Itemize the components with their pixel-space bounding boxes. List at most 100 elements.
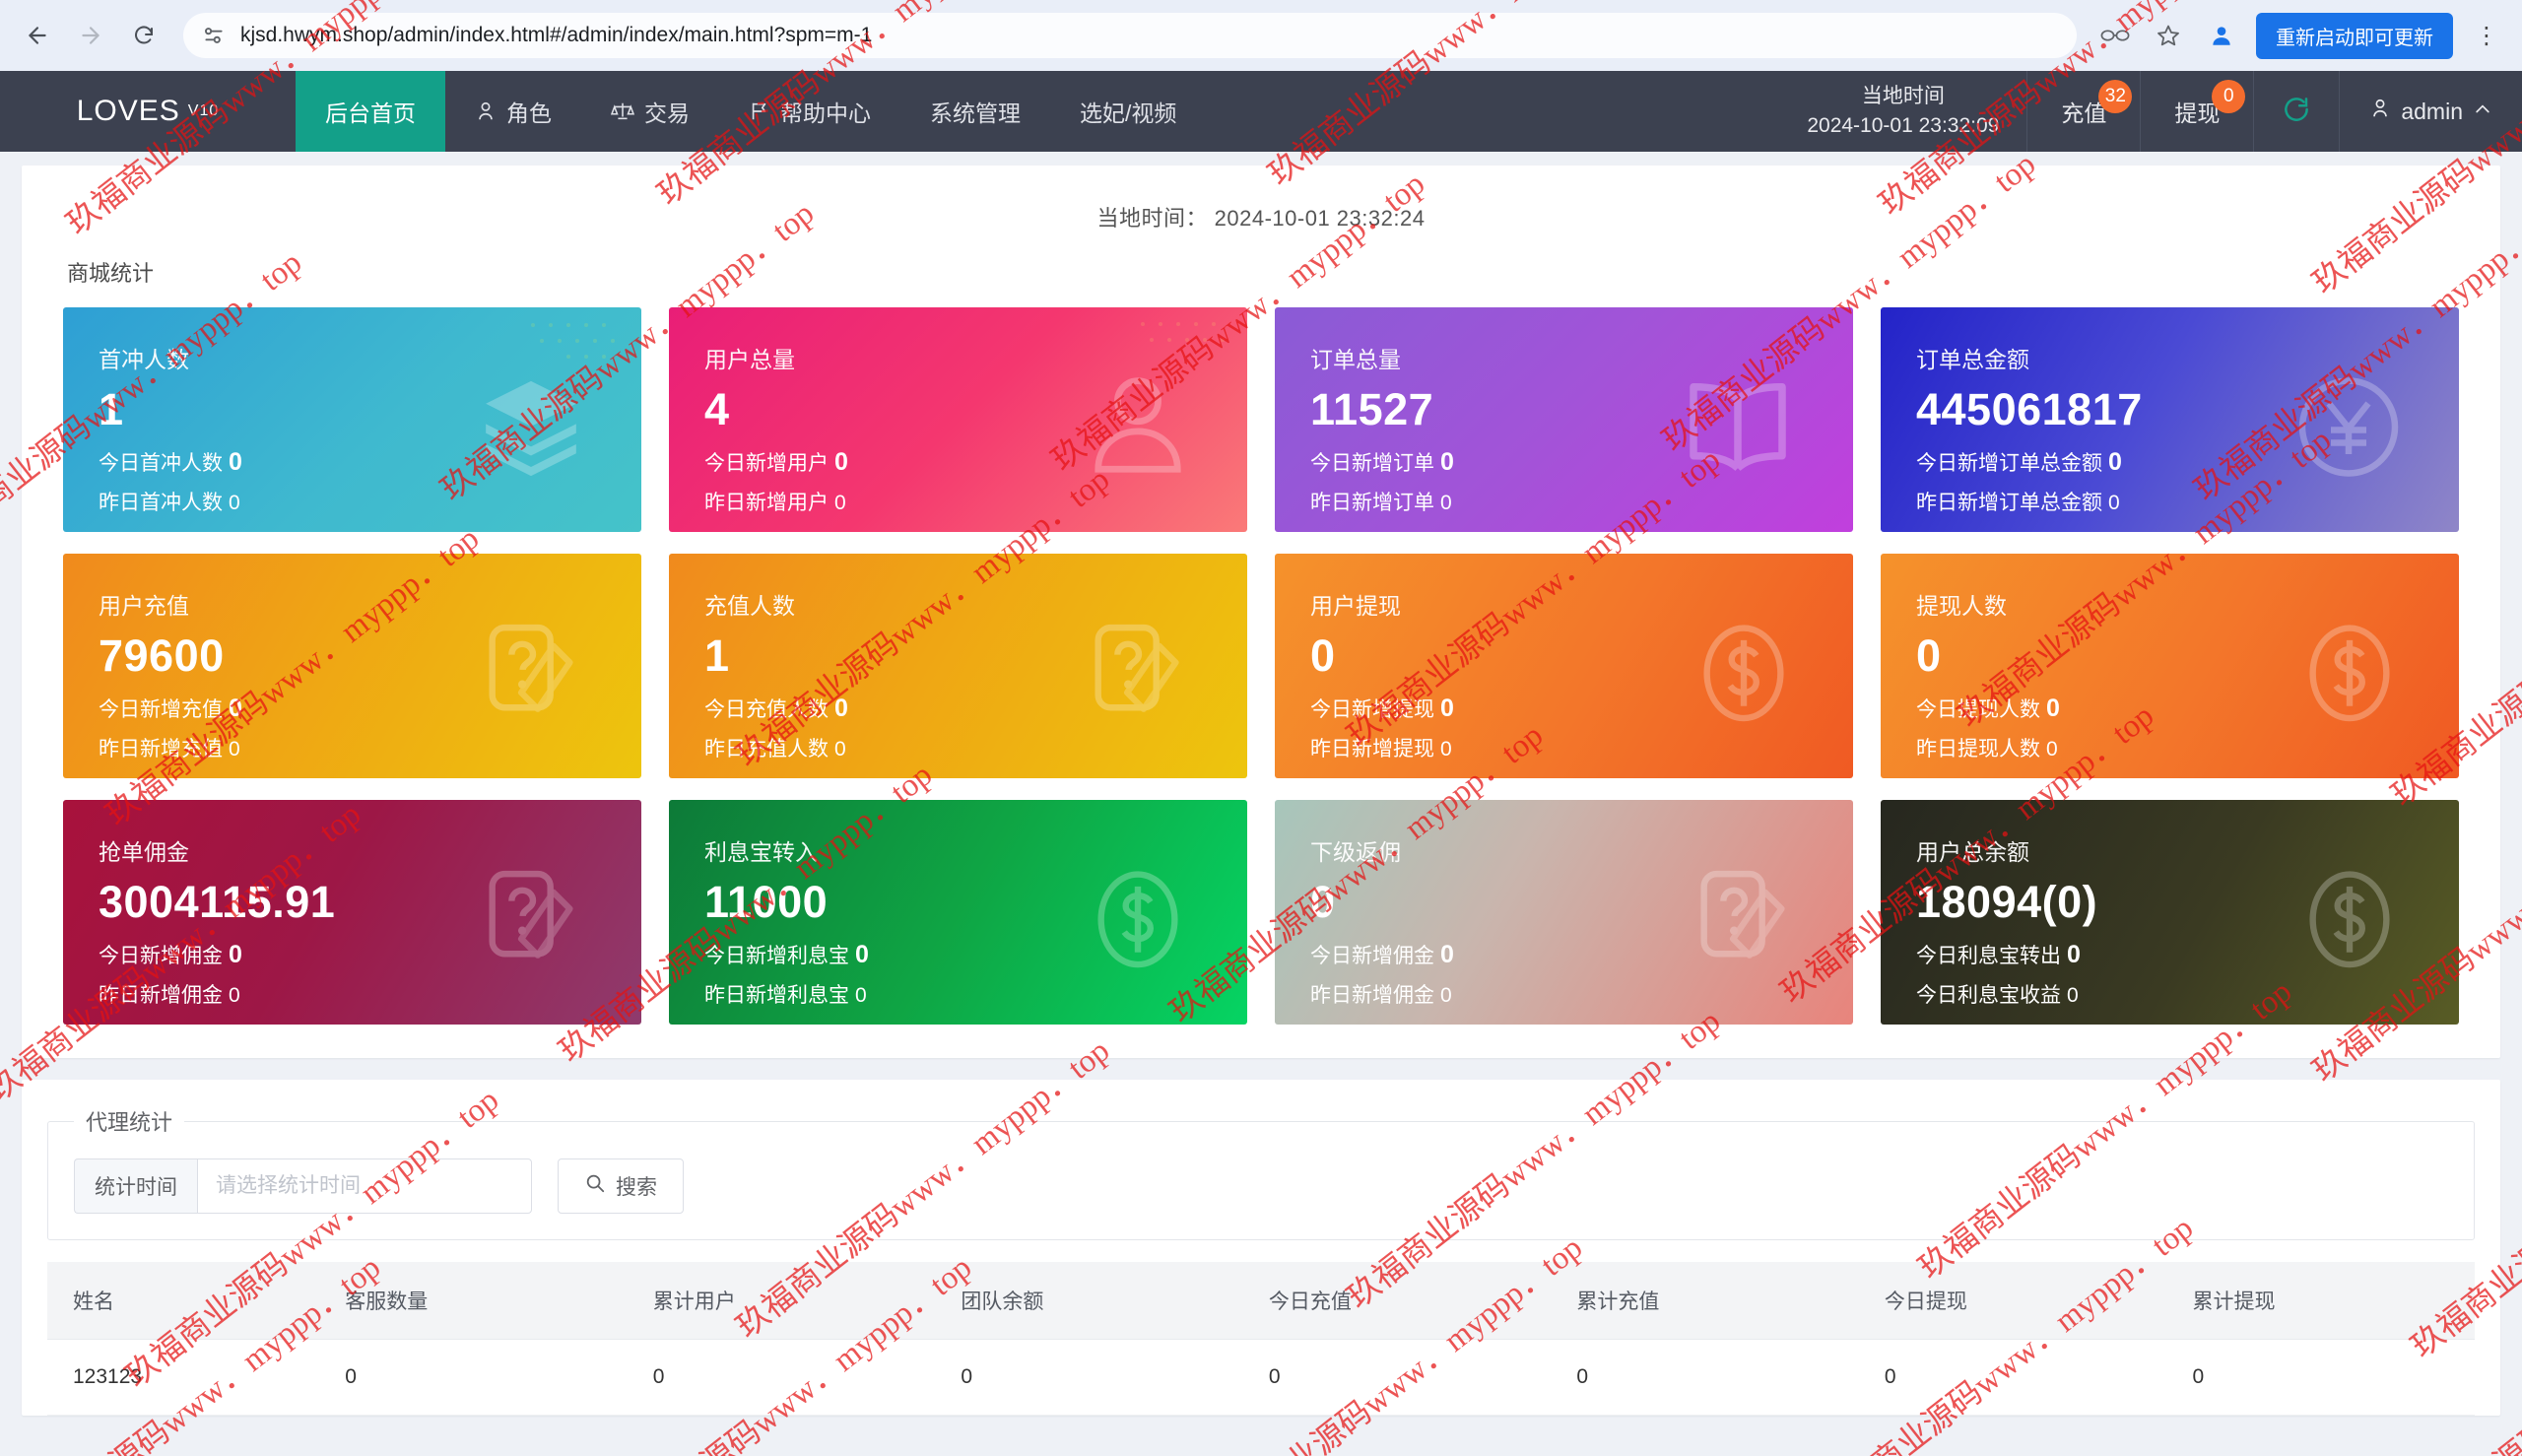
- stat-card[interactable]: 首冲人数 1 今日首冲人数 0 昨日首冲人数 0: [63, 307, 641, 532]
- card-title: 用户充值: [99, 593, 189, 619]
- nav-item-role[interactable]: 角色: [445, 71, 581, 152]
- url-bar[interactable]: kjsd.hwym.shop/admin/index.html#/admin/i…: [183, 13, 2077, 58]
- table-cell: 0: [627, 1339, 936, 1416]
- withdraw-button[interactable]: 提现 0: [2141, 71, 2255, 152]
- time-banner: 当地时间： 2024-10-01 23:32:24: [1096, 206, 1426, 231]
- card-today: 今日首冲人数 0: [99, 447, 606, 477]
- card-today-value: 0: [2046, 694, 2060, 722]
- card-title: 用户提现: [1310, 593, 1401, 619]
- admin-label: admin: [2401, 98, 2463, 124]
- card-title: 充值人数: [704, 593, 795, 619]
- stat-card[interactable]: 订单总金额 445061817 今日新增订单总金额 0 昨日新增订单总金额 0: [1881, 307, 2459, 532]
- card-value: 18094(0): [1916, 877, 2098, 927]
- local-time-label: 当地时间: [1861, 84, 1945, 107]
- card-yesterday: 昨日提现人数 0: [1916, 733, 2423, 762]
- stat-card[interactable]: 提现人数 0 今日提现人数 0 昨日提现人数 0: [1881, 554, 2459, 778]
- card-yesterday-value: 0: [2046, 737, 2058, 761]
- table-head: 姓名 客服数量 累计用户 团队余额 今日充值 累计充值 今日提现 累计提现: [47, 1262, 2475, 1340]
- stat-card[interactable]: 利息宝转入 11000 今日新增利息宝 0 昨日新增利息宝 0: [669, 800, 1247, 1025]
- stat-card-grid: 首冲人数 1 今日首冲人数 0 昨日首冲人数 0 用户总量 4 今日新增用户 0 昨日…: [49, 307, 2473, 1025]
- stat-card[interactable]: 订单总量 11527 今日新增订单 0 昨日新增订单 0: [1275, 307, 1853, 532]
- nav-item-video[interactable]: 选妃/视频: [1050, 71, 1206, 152]
- card-today-label: 今日新增充值: [99, 697, 223, 721]
- nav-item-help-center[interactable]: 帮助中心: [719, 71, 900, 152]
- card-today: 今日充值人数 0: [704, 694, 1212, 723]
- column-header: 姓名: [47, 1262, 320, 1340]
- card-value: 1: [99, 384, 124, 434]
- card-yesterday-value: 0: [2067, 983, 2079, 1007]
- profile-avatar-icon[interactable]: [2203, 17, 2240, 54]
- stat-card[interactable]: 用户总量 4 今日新增用户 0 昨日新增用户 0: [669, 307, 1247, 532]
- app-nav-bar: LOVES V10 后台首页 角色 交易 帮助中心 系统管理 选妃/视频 当地时间…: [0, 71, 2522, 152]
- table-row[interactable]: 123123 0 0 0 0 0 0 0: [47, 1339, 2475, 1416]
- search-button[interactable]: 搜索: [558, 1158, 684, 1214]
- card-today-value: 0: [855, 940, 869, 968]
- card-yesterday: 昨日首冲人数 0: [99, 487, 606, 516]
- card-today-label: 今日新增佣金: [1310, 944, 1434, 967]
- card-yesterday-label: 昨日新增用户: [704, 491, 829, 514]
- card-title: 利息宝转入: [704, 839, 818, 865]
- chevron-up-icon: [2473, 99, 2492, 125]
- card-today-label: 今日新增佣金: [99, 944, 223, 967]
- admin-menu[interactable]: admin: [2340, 71, 2522, 152]
- card-today: 今日新增佣金 0: [1310, 940, 1818, 969]
- card-yesterday: 昨日新增提现 0: [1310, 733, 1818, 762]
- card-yesterday: 昨日新增充值 0: [99, 733, 606, 762]
- card-yesterday-label: 昨日新增充值: [99, 737, 223, 761]
- nav-item-system-management[interactable]: 系统管理: [900, 71, 1050, 152]
- stat-card[interactable]: 下级返佣 0 今日新增佣金 0 昨日新增佣金 0: [1275, 800, 1853, 1025]
- column-header: 累计用户: [627, 1262, 936, 1340]
- nav-item-label: 帮助中心: [780, 100, 871, 126]
- refresh-button[interactable]: [2254, 71, 2341, 152]
- reload-icon[interactable]: [124, 16, 164, 55]
- nav-item-dashboard[interactable]: 后台首页: [296, 71, 445, 152]
- stat-time-input[interactable]: [197, 1158, 532, 1214]
- stat-card[interactable]: 用户提现 0 今日新增提现 0 昨日新增提现 0: [1275, 554, 1853, 778]
- forward-arrow-icon[interactable]: [71, 16, 110, 55]
- nav-item-label: 交易: [644, 100, 690, 126]
- person-icon: [475, 100, 497, 122]
- stat-card[interactable]: 用户充值 79600 今日新增充值 0 昨日新增充值 0: [63, 554, 641, 778]
- card-today-label: 今日首冲人数: [99, 451, 223, 475]
- withdraw-badge: 0: [2212, 80, 2246, 113]
- table-cell: 0: [1551, 1339, 1859, 1416]
- card-today-value: 0: [2108, 447, 2122, 476]
- card-value: 0: [1310, 630, 1336, 681]
- nav-item-label: 角色: [506, 100, 552, 126]
- card-today-value: 0: [229, 694, 242, 722]
- card-today-label: 今日新增订单总金额: [1916, 451, 2102, 475]
- card-yesterday-value: 0: [834, 737, 846, 761]
- card-value: 1: [704, 630, 730, 681]
- card-today-label: 今日新增提现: [1310, 697, 1434, 721]
- card-yesterday-label: 昨日新增利息宝: [704, 983, 849, 1007]
- site-settings-icon[interactable]: [201, 23, 227, 48]
- card-yesterday-value: 0: [1440, 983, 1452, 1007]
- card-yesterday: 昨日新增订单 0: [1310, 487, 1818, 516]
- card-title: 首冲人数: [99, 347, 189, 372]
- nav-item-transaction[interactable]: 交易: [581, 71, 719, 152]
- star-icon[interactable]: [2150, 17, 2187, 54]
- card-today: 今日新增订单 0: [1310, 447, 1818, 477]
- card-yesterday: 昨日新增佣金 0: [99, 979, 606, 1009]
- card-yesterday-label: 昨日充值人数: [704, 737, 829, 761]
- card-yesterday: 昨日充值人数 0: [704, 733, 1212, 762]
- update-button[interactable]: 重新启动即可更新: [2256, 12, 2453, 59]
- url-text: kjsd.hwym.shop/admin/index.html#/admin/i…: [240, 24, 873, 46]
- back-arrow-icon[interactable]: [18, 16, 57, 55]
- stat-card[interactable]: 抢单佣金 3004115.91 今日新增佣金 0 昨日新增佣金 0: [63, 800, 641, 1025]
- stat-card[interactable]: 用户总余额 18094(0) 今日利息宝转出 0 今日利息宝收益 0: [1881, 800, 2459, 1025]
- card-today-value: 0: [229, 447, 242, 476]
- nav-item-label: 选妃/视频: [1080, 100, 1177, 126]
- table-cell: 0: [1242, 1339, 1552, 1416]
- glasses-icon[interactable]: [2096, 17, 2134, 54]
- kebab-menu-icon[interactable]: ⋮: [2475, 22, 2498, 49]
- card-title: 下级返佣: [1310, 839, 1401, 865]
- scales-icon: [611, 100, 634, 122]
- stat-card[interactable]: 充值人数 1 今日充值人数 0 昨日充值人数 0: [669, 554, 1247, 778]
- recharge-button[interactable]: 充值 32: [2027, 71, 2142, 152]
- card-today-value: 0: [1440, 447, 1454, 476]
- card-yesterday-label: 昨日首冲人数: [99, 491, 223, 514]
- card-today-value: 0: [229, 940, 242, 968]
- column-header: 累计充值: [1551, 1262, 1859, 1340]
- brand-logo[interactable]: LOVES V10: [0, 71, 296, 152]
